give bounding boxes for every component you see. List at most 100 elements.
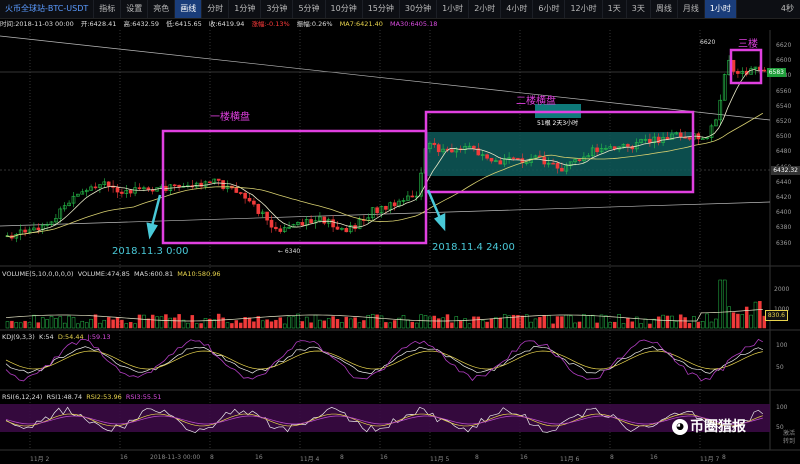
interval-tab[interactable]: 分时 [202,0,230,18]
ma30-line [5,112,764,238]
volume-bar [626,317,630,329]
interval-tab[interactable]: 10分钟 [326,0,363,18]
draw-button[interactable]: 画线 [175,0,203,18]
volume-bar [344,316,349,329]
volume-bar [300,321,305,329]
time-tick: 11月 4 [300,456,320,463]
candle [753,66,758,70]
volume-bar [480,320,485,329]
volume-bar [216,313,221,329]
volume-bar [93,314,98,329]
interval-tab[interactable]: 1小时 [437,0,470,18]
interval-tab[interactable]: 15分钟 [363,0,400,18]
floor2-box [424,110,695,194]
volume-bar [568,315,573,329]
candle [252,200,256,205]
time-tick: 16 [380,454,388,461]
volume-bar [423,315,428,329]
rsi-legend: RSI(6,12,24) RSI1:48.74 RSI2:53.96 RSI3:… [2,393,161,401]
volume-bar [287,316,291,329]
color-button[interactable]: 亮色 [148,0,176,18]
volume-bar [36,322,41,329]
volume-bar [621,323,626,329]
volume-bar [5,321,10,329]
volume-bar [120,319,124,329]
volume-bar [419,314,423,329]
candle [731,59,736,72]
candle [678,132,683,138]
ma7-line [5,69,763,238]
candle [511,157,516,160]
volume-bar [758,301,762,329]
indicators-button[interactable]: 指标 [94,0,122,18]
candle [485,154,489,159]
candle [573,159,577,163]
volume-bar [687,323,692,329]
candle [498,160,503,165]
interval-tab[interactable]: 3天 [627,0,651,18]
kdj-d: D:54.44 [57,333,84,341]
candle [608,146,613,149]
candle [243,192,247,199]
time-tick: 11月 7 [700,456,720,463]
watermark-text: 币圈猎报 [690,419,746,435]
volume-bar [714,318,718,329]
volume-bar [150,314,155,329]
volume-bar [555,316,560,329]
settings-button[interactable]: 设置 [121,0,149,18]
volume-bar [190,315,195,329]
volume-bar [648,323,652,329]
price-tick: 6600 [776,57,792,65]
volume-bar [128,322,133,329]
volume-bar [458,320,463,329]
interval-tab-active[interactable]: 1小时 [704,0,737,18]
price-tick: 6620 [776,42,792,49]
toolbar: 火币全球站-BTC-USDT 指标 设置 亮色 画线 分时 1分钟 3分钟 5分… [0,0,800,19]
interval-tab[interactable]: 3分钟 [261,0,294,18]
interval-tab[interactable]: 12小时 [565,0,603,18]
rsi-2: RSI2:53.96 [86,393,122,401]
pair-selector[interactable]: 火币全球站-BTC-USDT [0,0,95,18]
info-low: 低:6415.65 [166,20,202,28]
candle [212,178,217,184]
interval-tab[interactable]: 30分钟 [400,0,438,18]
interval-tab[interactable]: 2小时 [469,0,502,18]
interval-tab[interactable]: 4小时 [501,0,534,18]
interval-tab[interactable]: 1天 [603,0,627,18]
candle [674,132,679,135]
candle [296,222,300,225]
volume-bar [260,320,265,329]
info-change: 涨幅:-0.13% [251,20,290,28]
candle [58,208,63,219]
interval-tab[interactable]: 6小时 [533,0,566,18]
kdj-j: J:59.13 [87,333,111,341]
candle [115,187,120,193]
volume-bar [612,321,617,329]
candle [137,187,142,190]
cursor-price-box: 6432.32 [771,166,800,175]
price-tick: 6540 [776,102,792,110]
candle [221,180,225,190]
volume-bar [89,318,93,329]
kdj-axis-100: 100 [776,342,788,349]
volume-bar [586,315,591,329]
interval-tab[interactable]: 月线 [678,0,705,18]
volume-bar [348,318,353,329]
price-tick: 6560 [776,87,792,95]
date-label-end: 2018.11.4 24:00 [432,242,515,253]
volume-bar [384,322,388,329]
interval-tab[interactable]: 周线 [651,0,678,18]
volume-bar [401,315,406,329]
volume-bar [740,314,745,329]
volume-bar [463,318,467,329]
interval-tab[interactable]: 5分钟 [293,0,326,18]
candle [410,195,415,198]
low-price-mark: ← 6340 [278,248,301,255]
candle [494,160,498,162]
volume-bar [353,317,357,329]
interval-tab[interactable]: 1分钟 [229,0,262,18]
rsi2-line [5,413,763,427]
candle [388,202,393,210]
volume-bar [340,322,344,329]
